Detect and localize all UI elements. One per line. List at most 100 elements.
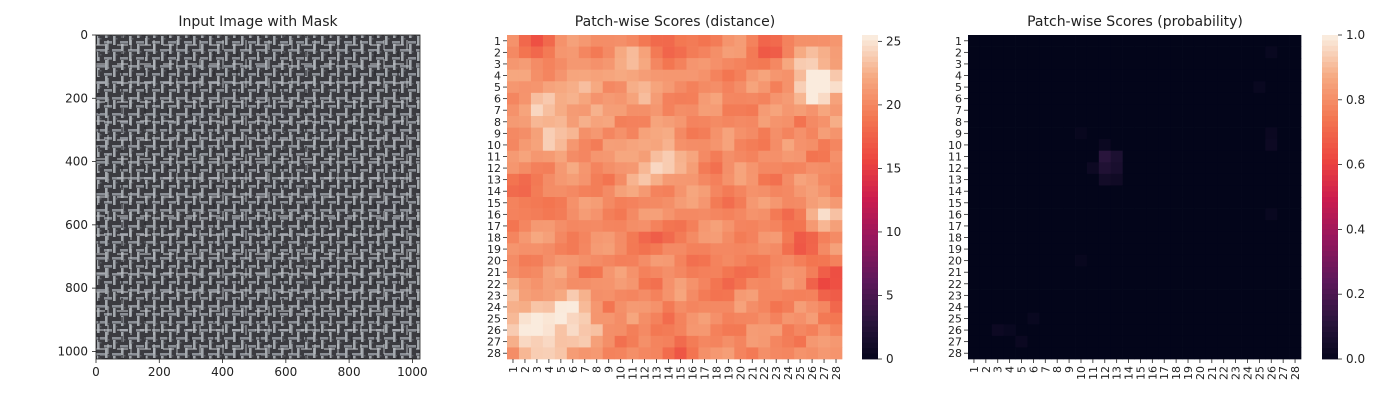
heatmap-cell [1134, 254, 1147, 267]
heatmap-cell [1110, 104, 1123, 117]
heatmap-cell [554, 347, 568, 360]
heatmap-cell [1229, 278, 1242, 290]
heatmap-cell [1039, 116, 1052, 128]
heatmap-cell [722, 335, 735, 348]
heatmap-cell [979, 301, 993, 314]
heatmap-cell [1170, 208, 1183, 221]
heatmap-cell [782, 185, 795, 198]
heatmap-cell [518, 35, 532, 47]
heatmap-x-tick-label: 7 [579, 366, 592, 373]
heatmap-cell [614, 278, 627, 290]
heatmap-cell [650, 173, 663, 186]
heatmap-cell [1146, 81, 1159, 94]
heatmap-cell [758, 208, 771, 221]
heatmap-cell [662, 185, 675, 198]
heatmap-cell [1229, 185, 1242, 198]
heatmap-cell [1170, 324, 1183, 337]
heatmap-cell [782, 254, 795, 267]
heatmap-cell [1110, 162, 1123, 175]
heatmap-cell [662, 197, 675, 209]
heatmap-cell [674, 35, 687, 47]
heatmap-cell [782, 220, 795, 233]
heatmap-cell [650, 46, 663, 59]
heatmap-cell [1265, 243, 1278, 256]
heatmap-cell [794, 220, 807, 233]
heatmap-cell [1253, 324, 1266, 337]
heatmap-cell [794, 254, 807, 267]
heatmap-cell [1015, 335, 1028, 348]
heatmap-cell [542, 173, 556, 186]
distance-heatmap [507, 35, 843, 360]
heatmap-cell [1277, 312, 1290, 325]
heatmap-cell [1265, 347, 1278, 360]
heatmap-cell [1134, 208, 1147, 221]
heatmap-cell [614, 46, 627, 59]
heatmap-cell [818, 81, 831, 94]
heatmap-x-tick-label: 21 [746, 366, 759, 380]
heatmap-cell [1170, 92, 1183, 105]
heatmap-cell [1098, 127, 1112, 140]
heatmap-cell [979, 347, 993, 360]
heatmap-cell [1146, 35, 1159, 47]
heatmap-cell [710, 347, 723, 360]
colorbar-segment [1322, 170, 1338, 176]
heatmap-cell [1289, 266, 1302, 279]
heatmap-y-tick-label: 20 [948, 255, 962, 268]
heatmap-cell [1134, 58, 1147, 71]
heatmap-cell [979, 81, 993, 94]
heatmap-cell [602, 312, 616, 325]
heatmap-cell [710, 162, 723, 175]
heatmap-cell [1003, 254, 1016, 267]
heatmap-cell [686, 197, 699, 209]
heatmap-cell [542, 301, 556, 314]
heatmap-cell [770, 197, 783, 209]
heatmap-cell [1134, 104, 1147, 117]
heatmap-cell [1110, 254, 1123, 267]
heatmap-cell [710, 254, 723, 267]
heatmap-cell [818, 197, 831, 209]
heatmap-cell [1182, 197, 1195, 209]
heatmap-cell [686, 69, 699, 82]
heatmap-cell [662, 173, 675, 186]
heatmap-cell [1063, 116, 1076, 128]
heatmap-cell [590, 301, 604, 314]
heatmap-cell [770, 243, 783, 256]
heatmap-cell [830, 231, 843, 244]
heatmap-y-tick-label: 11 [487, 151, 501, 164]
heatmap-cell [806, 301, 819, 314]
heatmap-x-tick-label: 8 [591, 366, 604, 373]
heatmap-cell [968, 289, 981, 302]
heatmap-cell [554, 324, 568, 337]
heatmap-cell [1205, 35, 1219, 47]
heatmap-cell [1289, 116, 1302, 128]
heatmap-cell [830, 335, 843, 348]
heatmap-cell [507, 266, 520, 279]
heatmap-cell [1027, 231, 1040, 244]
heatmap-cell [1277, 173, 1290, 186]
heatmap-cell [507, 58, 520, 71]
heatmap-cell [542, 278, 556, 290]
heatmap-cell [674, 162, 687, 175]
heatmap-cell [1205, 254, 1219, 267]
heatmap-cell [1110, 289, 1123, 302]
heatmap-cell [662, 347, 675, 360]
heatmap-cell [1217, 35, 1230, 47]
colorbar-segment [862, 56, 878, 63]
heatmap-cell [782, 243, 795, 256]
heatmap-cell [818, 92, 831, 105]
heatmap-cell [1289, 243, 1302, 256]
heatmap-cell [1134, 35, 1147, 47]
heatmap-cell [542, 254, 556, 267]
heatmap-cell [1182, 312, 1195, 325]
heatmap-cell [818, 254, 831, 267]
heatmap-cell [1193, 347, 1207, 360]
heatmap-cell [566, 278, 580, 290]
heatmap-cell [518, 278, 532, 290]
image-x-tick-label: 200 [148, 365, 171, 379]
heatmap-cell [1003, 335, 1016, 348]
heatmap-cell [1241, 116, 1254, 128]
colorbar-segment [862, 94, 878, 101]
heatmap-cell [686, 231, 699, 244]
heatmap-cell [674, 139, 687, 152]
heatmap-y-tick-label: 10 [948, 139, 962, 152]
